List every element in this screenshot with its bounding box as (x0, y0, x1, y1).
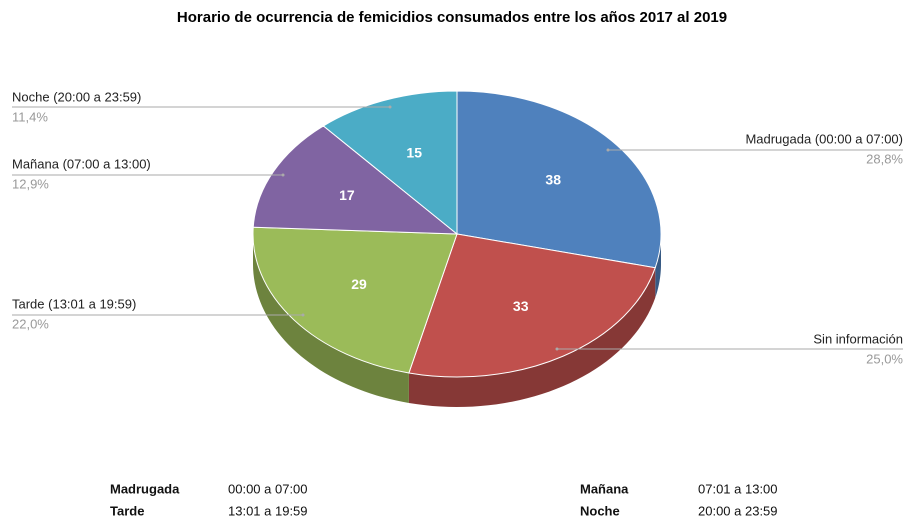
value-label: 38 (545, 172, 561, 188)
leader-dot (388, 105, 392, 109)
slice-side (408, 267, 656, 407)
note-range: 20:00 a 23:59 (698, 503, 778, 518)
slice (322, 90, 458, 236)
category-label: Noche (20:00 a 23:59) (12, 89, 141, 104)
note-label: Madrugada (110, 481, 180, 496)
note-range: 00:00 a 07:00 (228, 481, 308, 496)
percent-label: 12,9% (12, 176, 49, 191)
percent-label: 28,8% (866, 151, 903, 166)
percent-label: 11,4% (12, 109, 48, 124)
leader-dot (606, 148, 610, 152)
leader-dot (555, 347, 559, 351)
slice (252, 125, 459, 235)
note-label: Mañana (580, 481, 629, 496)
value-label: 17 (339, 187, 355, 203)
category-label: Mañana (07:00 a 13:00) (12, 156, 151, 171)
leader-dot (301, 313, 305, 317)
percent-label: 22,0% (12, 316, 49, 331)
note-range: 13:01 a 19:59 (228, 503, 308, 518)
chart-title: Horario de ocurrencia de femicidios cons… (177, 9, 727, 26)
slice (252, 226, 458, 374)
value-label: 15 (406, 144, 422, 160)
note-range: 07:01 a 13:00 (698, 481, 778, 496)
category-label: Madrugada (00:00 a 07:00) (745, 131, 903, 146)
slice-side (253, 234, 409, 403)
category-label: Tarde (13:01 a 19:59) (12, 296, 136, 311)
slice-side (655, 234, 661, 298)
category-label: Sin información (813, 331, 903, 346)
leader-dot (281, 173, 285, 177)
value-label: 33 (513, 298, 529, 314)
slice (456, 90, 662, 269)
note-label: Tarde (110, 503, 144, 518)
percent-label: 25,0% (866, 351, 903, 366)
value-label: 29 (351, 276, 367, 292)
note-label: Noche (580, 503, 620, 518)
slice (408, 233, 656, 378)
